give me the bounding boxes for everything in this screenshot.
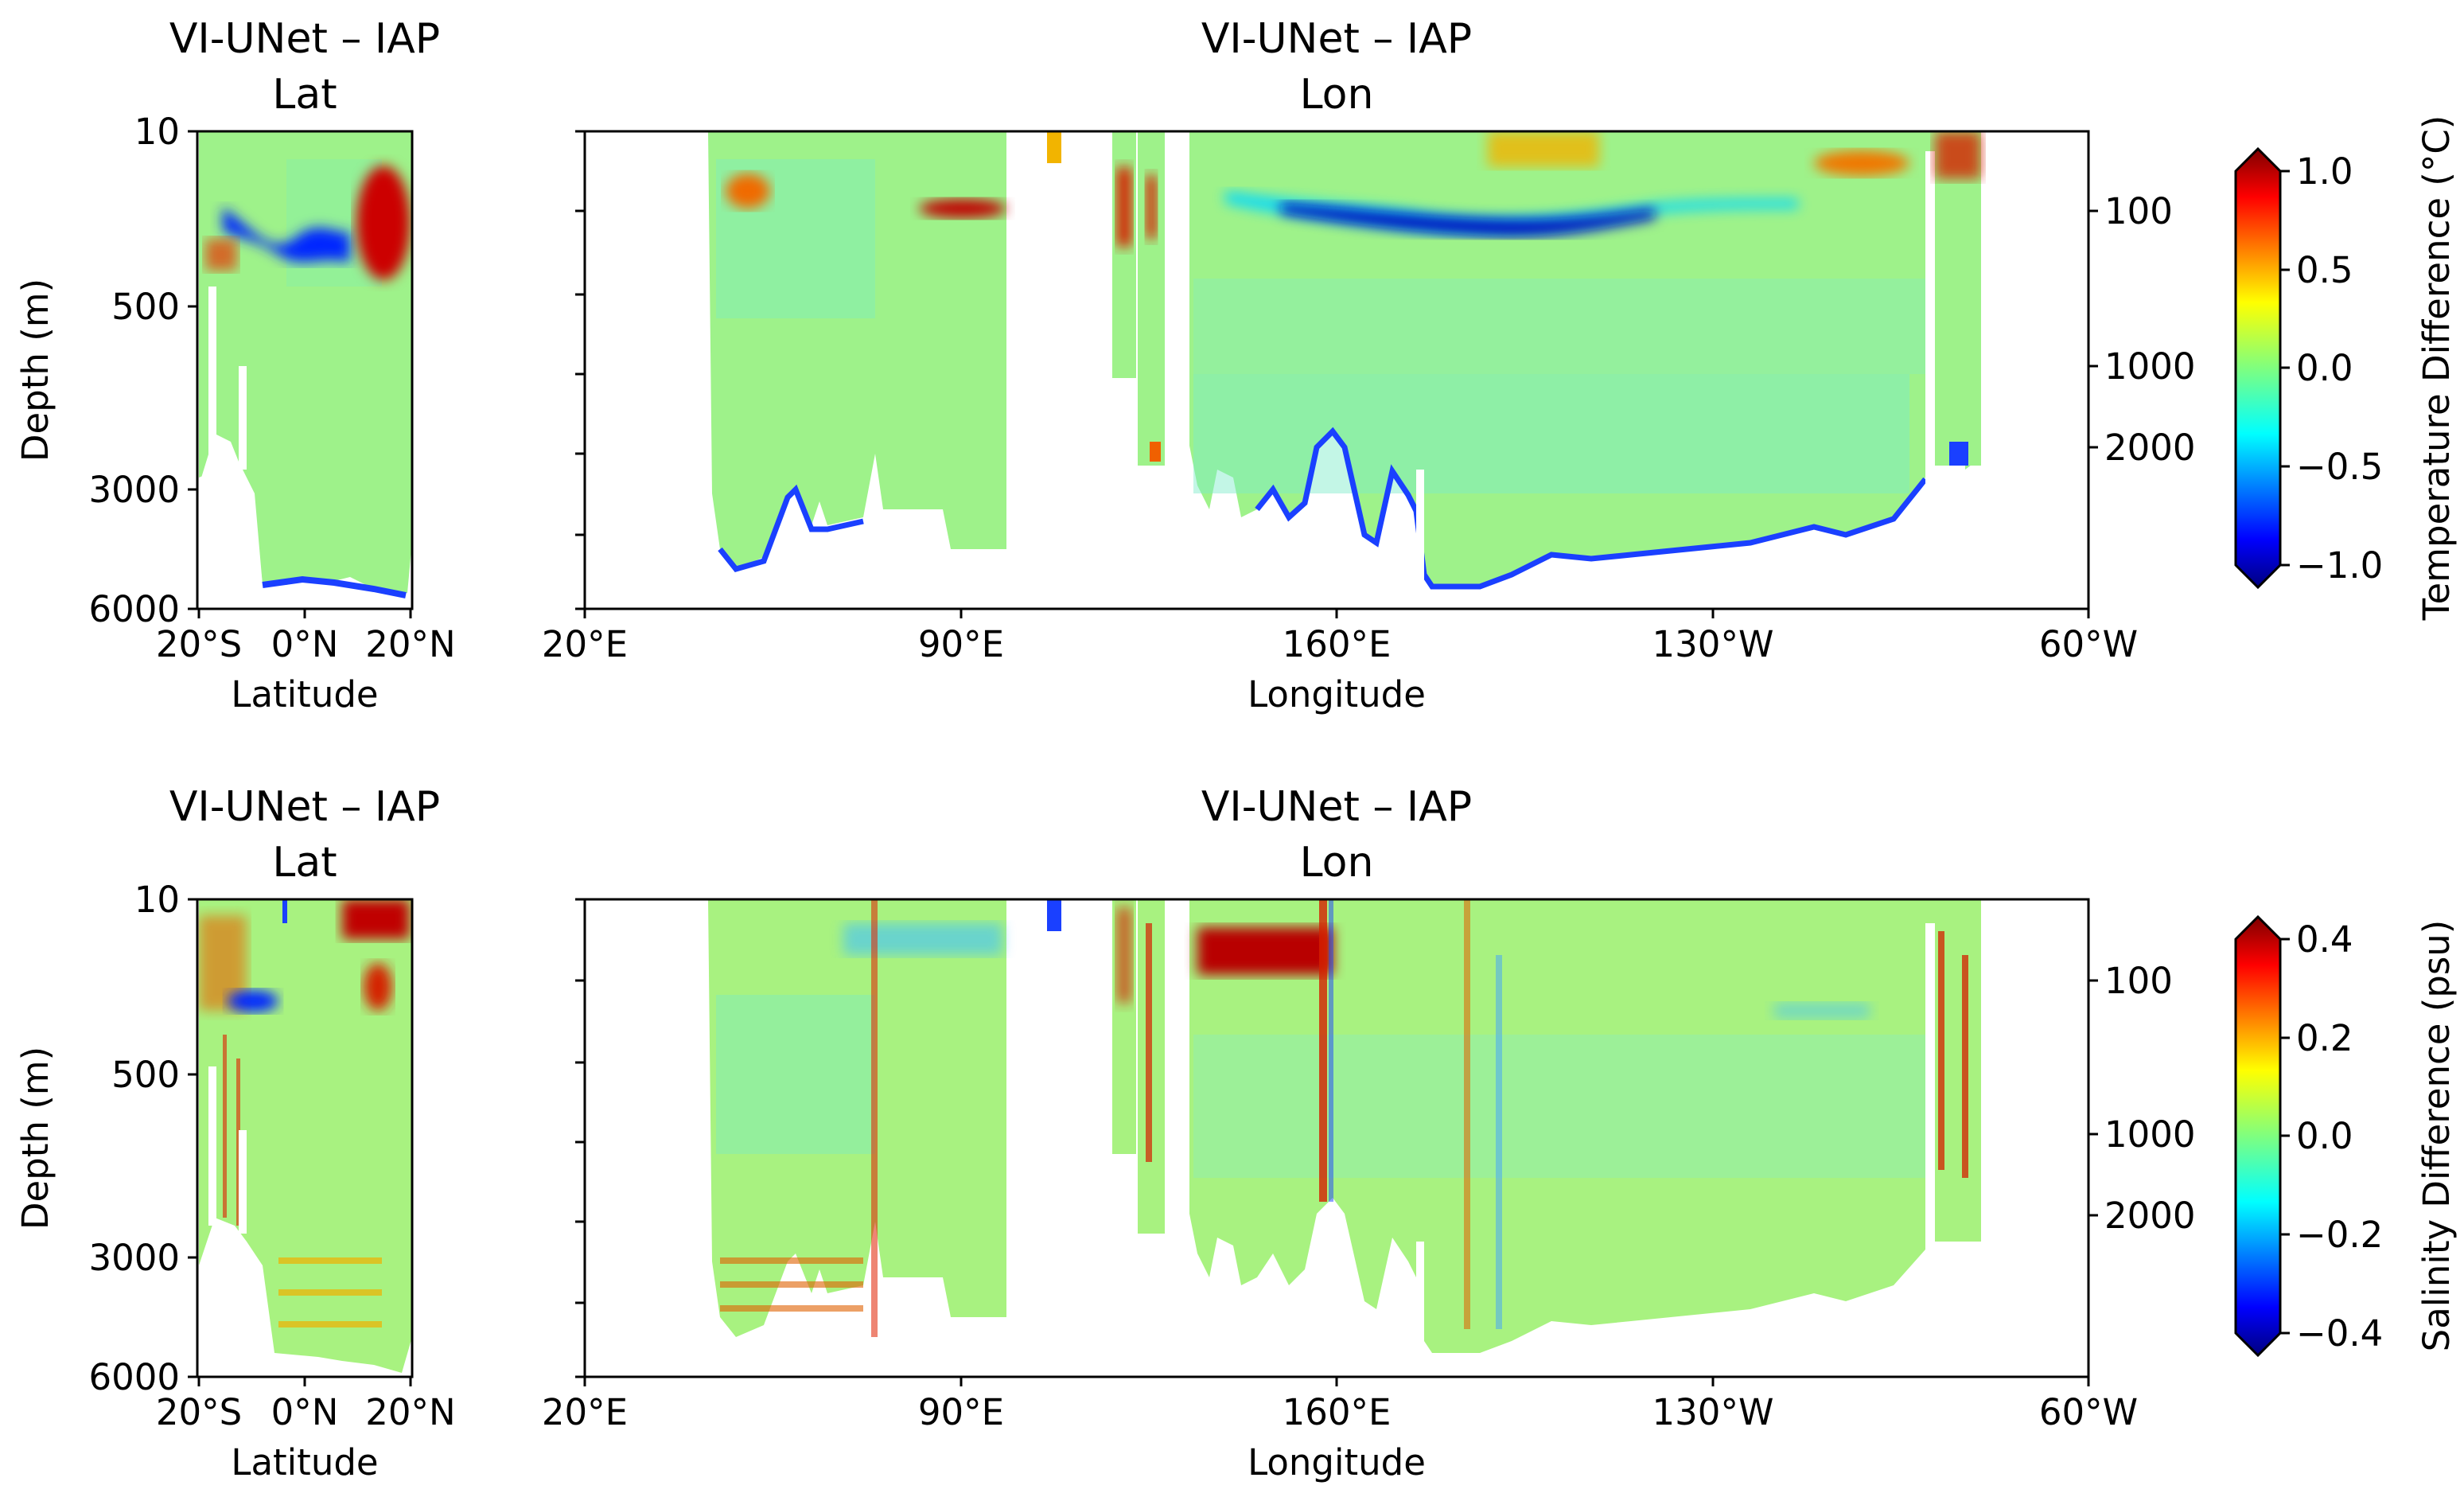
sal-colorbar-tick: 0.4 <box>2296 918 2353 961</box>
sal-colorbar-tick: 0.2 <box>2296 1017 2353 1059</box>
temp-lat-ylabel: Depth (m) <box>14 279 56 462</box>
sal-lon-heatmap <box>708 899 1981 1353</box>
temp-lon-xtick: 60°W <box>2039 623 2138 665</box>
sal-lon-ytick-right: 100 <box>2104 960 2173 1002</box>
sal-colorbar-tick: 0.0 <box>2296 1115 2353 1157</box>
temp-lat-cold-anomaly <box>223 207 350 263</box>
sal-lon-title: VI-UNet – IAP <box>1201 783 1472 831</box>
sal-lon-ytick-right: 1000 <box>2104 1113 2196 1156</box>
temp-lat-subtitle: Lat <box>272 71 337 119</box>
temp-lon-ytick-right: 100 <box>2104 190 2173 232</box>
sal-lon-xtick: 90°E <box>918 1391 1004 1433</box>
temp-lat-ytick: 6000 <box>88 588 180 630</box>
temp-lat-xtick: 20°N <box>365 623 455 665</box>
temp-lon-right-ticks: 100 1000 2000 <box>2088 190 2196 469</box>
temp-lon-subtitle: Lon <box>1300 71 1374 119</box>
sal-lat-high-salinity <box>342 899 410 939</box>
temp-lat-heatmap <box>199 131 412 609</box>
sal-lat-ytick: 500 <box>111 1054 180 1096</box>
sal-lat-ytick: 10 <box>134 879 180 921</box>
temp-lat-panel: VI-UNet – IAP Lat 10 500 3000 6000 <box>14 15 456 715</box>
sal-lon-xtick: 130°W <box>1652 1391 1774 1433</box>
temp-colorbar-tick: −1.0 <box>2296 544 2383 587</box>
temp-lon-left-ticks <box>575 130 585 610</box>
sal-lon-xtick: 160°E <box>1283 1391 1392 1433</box>
temp-lon-xtick: 20°E <box>542 623 628 665</box>
sal-lon-x-ticks: 20°E 90°E 160°E 130°W 60°W <box>542 1377 2138 1433</box>
sal-lat-xtick: 20°N <box>365 1391 455 1433</box>
temp-lat-warm-anomaly <box>356 166 411 280</box>
sal-colorbar-tick: −0.2 <box>2296 1214 2383 1256</box>
temp-lat-ytick: 10 <box>134 111 180 153</box>
temp-lat-ytick: 500 <box>111 286 180 328</box>
sal-lon-subtitle: Lon <box>1300 839 1374 887</box>
temp-lon-ytick-right: 1000 <box>2104 345 2196 388</box>
sal-lon-low-salinity <box>843 923 1002 955</box>
temp-lon-warm-patch <box>919 199 1006 218</box>
temp-colorbar-tick: 0.5 <box>2296 249 2353 291</box>
temp-lat-xtick: 0°N <box>271 623 339 665</box>
sal-lon-xtick: 20°E <box>542 1391 628 1433</box>
temp-lon-title: VI-UNet – IAP <box>1201 15 1472 63</box>
sal-lon-xtick: 60°W <box>2039 1391 2138 1433</box>
temp-colorbar-tick: 0.0 <box>2296 347 2353 389</box>
temp-colorbar: 1.0 0.5 0.0 −0.5 −1.0 Temperature Differ… <box>2234 115 2458 622</box>
temp-colorbar-tick: 1.0 <box>2296 150 2353 193</box>
temp-lon-xlabel: Longitude <box>1248 673 1426 715</box>
sal-lat-xtick: 20°S <box>156 1391 242 1433</box>
sal-lat-xlabel: Latitude <box>231 1441 378 1483</box>
temp-colorbar-bar <box>2234 146 2282 590</box>
temp-lon-cold-tongue <box>1281 203 1655 236</box>
temp-colorbar-label: Temperature Difference (°C) <box>2415 115 2458 622</box>
sal-lon-xlabel: Longitude <box>1248 1441 1426 1483</box>
temp-lon-x-ticks: 20°E 90°E 160°E 130°W 60°W <box>542 609 2138 665</box>
temp-lat-title: VI-UNet – IAP <box>169 15 440 63</box>
sal-lat-ytick: 3000 <box>88 1237 180 1279</box>
temp-lon-xtick: 160°E <box>1283 623 1392 665</box>
temp-lon-xtick: 90°E <box>918 623 1004 665</box>
sal-colorbar-label: Salinity Difference (psu) <box>2415 920 2458 1352</box>
temp-lat-ytick: 3000 <box>88 469 180 511</box>
sal-colorbar-bar <box>2234 914 2282 1358</box>
sal-lon-left-ticks <box>575 898 585 1378</box>
temp-lon-warm-surface <box>1488 131 1599 167</box>
temp-lat-y-ticks: 10 500 3000 6000 <box>88 111 197 630</box>
sal-lat-xtick: 0°N <box>271 1391 339 1433</box>
temp-lat-x-ticks: 20°S 0°N 20°N <box>156 609 456 665</box>
sal-lon-high-salinity <box>1197 927 1333 975</box>
temp-lon-ytick-right: 2000 <box>2104 427 2196 469</box>
temp-lon-heatmap <box>708 131 1981 590</box>
temp-colorbar-tick: −0.5 <box>2296 446 2383 488</box>
sal-lat-heatmap <box>199 899 412 1377</box>
sal-lon-right-ticks: 100 1000 2000 <box>2088 960 2196 1237</box>
sal-lat-title: VI-UNet – IAP <box>169 783 440 831</box>
sal-lat-ylabel: Depth (m) <box>14 1047 56 1230</box>
sal-colorbar: 0.4 0.2 0.0 −0.2 −0.4 Salinity Differenc… <box>2234 914 2458 1358</box>
temp-lat-xlabel: Latitude <box>231 673 378 715</box>
sal-lat-low-salinity <box>228 990 278 1012</box>
sal-lon-ytick-right: 2000 <box>2104 1195 2196 1237</box>
sal-lat-y-ticks: 10 500 3000 6000 <box>88 879 197 1398</box>
temp-lon-panel: VI-UNet – IAP Lon <box>542 15 2196 715</box>
sal-lat-panel: VI-UNet – IAP Lat 10 500 3000 <box>14 783 456 1483</box>
sal-lat-subtitle: Lat <box>272 839 337 887</box>
sal-lon-panel: VI-UNet – IAP Lon <box>542 783 2196 1483</box>
sal-lat-x-ticks: 20°S 0°N 20°N <box>156 1377 456 1433</box>
sal-lat-ytick: 6000 <box>88 1356 180 1398</box>
sal-colorbar-tick: −0.4 <box>2296 1312 2383 1355</box>
temp-lon-xtick: 130°W <box>1652 623 1774 665</box>
temp-lat-xtick: 20°S <box>156 623 242 665</box>
